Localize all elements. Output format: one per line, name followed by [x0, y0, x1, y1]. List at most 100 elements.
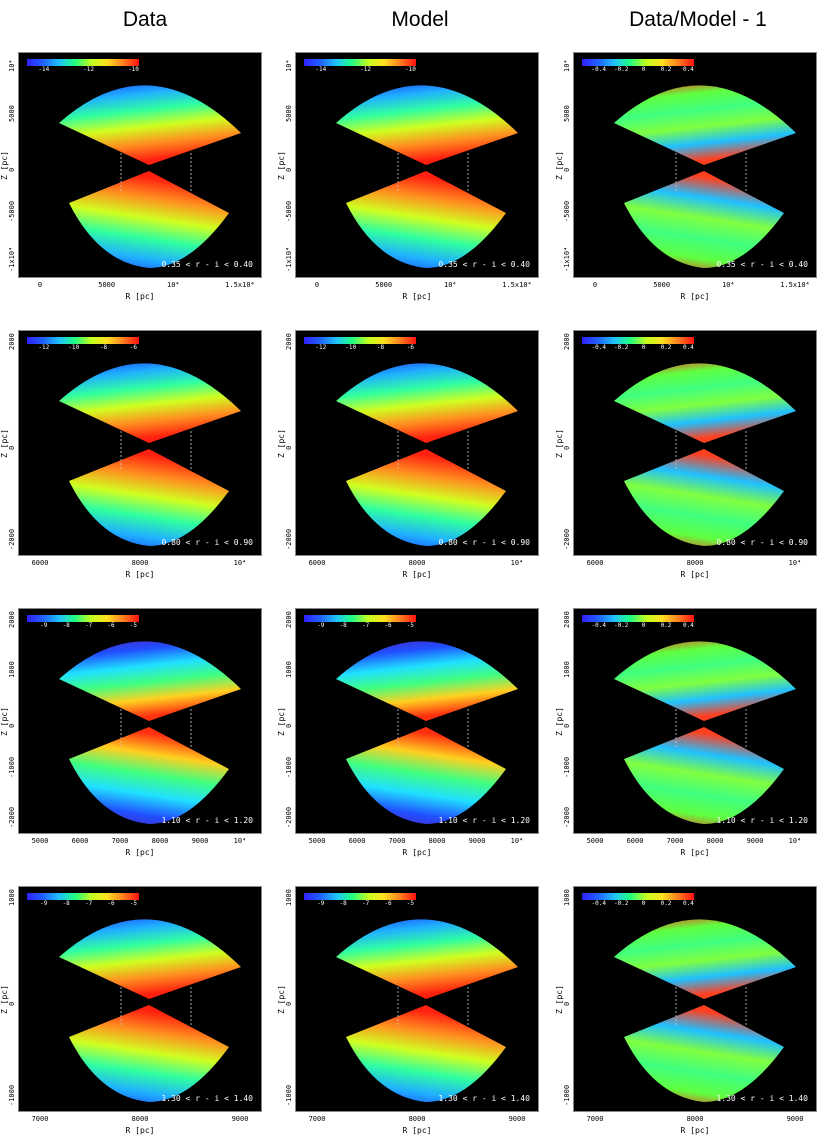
- colorbar-tick-label: -8: [376, 344, 385, 351]
- colorbar-tick-label: -0.2: [613, 622, 629, 629]
- colorbar-ticks: -12 -10 -8 -6: [27, 344, 139, 352]
- x-axis-label: R [pc]: [680, 570, 710, 579]
- colorbar-ticks: -9 -8 -7 -6 -5: [304, 622, 416, 630]
- density-wedge: [59, 641, 241, 824]
- colorbar-tick-label: -9: [317, 900, 325, 907]
- upper-wedge: [336, 363, 518, 443]
- x-tick-label: 8000: [151, 837, 169, 845]
- y-tick-label: -1000: [563, 756, 571, 778]
- colorbar: [27, 615, 139, 622]
- y-tick-label: -1x10⁴: [285, 246, 293, 272]
- colorbar-ticks: -0.4 -0.2 0 0.2 0.4: [582, 344, 694, 352]
- lower-wedge: [69, 449, 229, 546]
- color-range-label: 1.10 < r - i < 1.20: [161, 816, 253, 825]
- lower-wedge: [624, 1005, 784, 1102]
- y-tick-label: -5000: [8, 200, 16, 222]
- y-tick-label: 0: [8, 445, 16, 450]
- x-tick-label: 5000: [586, 837, 604, 845]
- density-wedge: [59, 919, 241, 1102]
- y-tick-label: -2000: [563, 528, 571, 550]
- colorbar-tick-label: -0.2: [613, 66, 629, 73]
- y-tick-label: 0: [563, 167, 571, 172]
- panel-model-row-4: -9 -8 -7 -6 -5 1.30 < r - i < 1.40 7000 8000 900…: [277, 834, 539, 1135]
- panel-residual-row-1: -0.4 -0.2 0 0.2 0.4 0.35 < r - i < 0.40 0 5000 1…: [555, 0, 817, 301]
- y-tick-label: 1000: [563, 661, 571, 678]
- x-axis-label: R [pc]: [402, 570, 432, 579]
- colorbar-tick-label: 0.2: [660, 344, 672, 351]
- x-tick-label: 1.5x10⁴: [502, 281, 532, 289]
- y-tick-label: -1x10⁴: [8, 246, 16, 272]
- color-range-label: 1.10 < r - i < 1.20: [716, 816, 808, 825]
- x-tick-label: 9000: [746, 837, 764, 845]
- colorbar-tick-label: -0.4: [591, 622, 607, 629]
- x-axis-label: R [pc]: [680, 1126, 710, 1135]
- colorbar-tick-label: -0.2: [613, 344, 629, 351]
- colorbar-tick-label: -12: [360, 66, 372, 73]
- y-tick-label: 2000: [8, 611, 16, 628]
- upper-wedge: [336, 85, 518, 165]
- y-tick-label: 5000: [563, 105, 571, 122]
- x-tick-label: 5000: [98, 281, 116, 289]
- y-axis-label: Z [pc]: [277, 151, 286, 180]
- colorbar-tick-label: -0.4: [591, 900, 607, 907]
- density-wedge: [336, 919, 518, 1102]
- y-tick-label: 0: [8, 167, 16, 172]
- upper-wedge: [614, 919, 796, 999]
- colorbar: [582, 893, 694, 900]
- y-tick-label: 2000: [563, 333, 571, 350]
- panel-data-row-3: -9 -8 -7 -6 -5 1.10 < r - i < 1.20 5000 6000 700…: [0, 556, 262, 857]
- y-tick-label: -1x10⁴: [563, 246, 571, 272]
- x-tick-label: 7000: [666, 837, 684, 845]
- x-tick-label: 10⁴: [788, 837, 802, 845]
- color-range-label: 1.30 < r - i < 1.40: [716, 1094, 808, 1103]
- y-tick-label: -1000: [8, 1084, 16, 1106]
- x-axis-label: R [pc]: [402, 848, 432, 857]
- x-tick-label: 6000: [626, 837, 644, 845]
- y-axis-label: Z [pc]: [0, 151, 9, 180]
- x-tick-label: 7000: [111, 837, 129, 845]
- map-plot: -0.4 -0.2 0 0.2 0.4 1.10 < r - i < 1.20: [573, 608, 817, 834]
- lower-wedge: [346, 1005, 506, 1102]
- x-tick-label: 10⁴: [722, 281, 735, 289]
- upper-wedge: [336, 641, 518, 721]
- colorbar-tick-label: -12: [38, 344, 50, 351]
- x-tick-label: 9000: [468, 837, 486, 845]
- colorbar-tick-label: -8: [99, 344, 108, 351]
- upper-wedge: [614, 363, 796, 443]
- colorbar-tick-label: -6: [384, 900, 392, 907]
- y-tick-label: 0: [285, 445, 293, 450]
- panel-model-row-1: -14 -12 -10 0.35 < r - i < 0.40 0 5000 10⁴ 1.5x…: [277, 0, 539, 301]
- y-tick-label: -2000: [563, 806, 571, 828]
- y-tick-label: 10⁴: [563, 59, 571, 72]
- colorbar-tick-label: -12: [83, 66, 95, 73]
- colorbar-tick-label: -10: [68, 344, 80, 351]
- x-tick-label: 6000: [71, 837, 89, 845]
- y-tick-label: -1000: [285, 756, 293, 778]
- y-axis-label: Z [pc]: [555, 985, 564, 1014]
- density-wedge: [614, 919, 796, 1102]
- colorbar-ticks: -0.4 -0.2 0 0.2 0.4: [582, 900, 694, 908]
- x-tick-label: 5000: [308, 837, 326, 845]
- colorbar: [582, 615, 694, 622]
- lower-wedge: [69, 171, 229, 268]
- y-tick-label: 0: [563, 445, 571, 450]
- upper-wedge: [59, 85, 241, 165]
- x-tick-label: 6000: [348, 837, 366, 845]
- colorbar-tick-label: -6: [384, 622, 392, 629]
- panel-residual-row-2: -0.4 -0.2 0 0.2 0.4 0.80 < r - i < 0.90 6000 80…: [555, 278, 817, 579]
- y-axis-label: Z [pc]: [277, 429, 286, 458]
- y-axis-label: Z [pc]: [277, 707, 286, 736]
- x-tick-label: 8000: [408, 559, 426, 567]
- y-tick-label: 5000: [285, 105, 293, 122]
- colorbar-ticks: -9 -8 -7 -6 -5: [304, 900, 416, 908]
- column-title-residual: Data/Model - 1: [629, 8, 767, 31]
- colorbar-ticks: -9 -8 -7 -6 -5: [27, 900, 139, 908]
- y-tick-label: 10⁴: [285, 59, 293, 72]
- colorbar-tick-label: -9: [317, 622, 325, 629]
- density-wedge: [59, 363, 241, 546]
- map-plot: -0.4 -0.2 0 0.2 0.4 1.30 < r - i < 1.40: [573, 886, 817, 1112]
- colorbar-tick-label: 0: [641, 900, 646, 907]
- x-tick-label: 5000: [653, 281, 671, 289]
- density-wedge: [336, 363, 518, 546]
- y-tick-label: 0: [563, 1001, 571, 1006]
